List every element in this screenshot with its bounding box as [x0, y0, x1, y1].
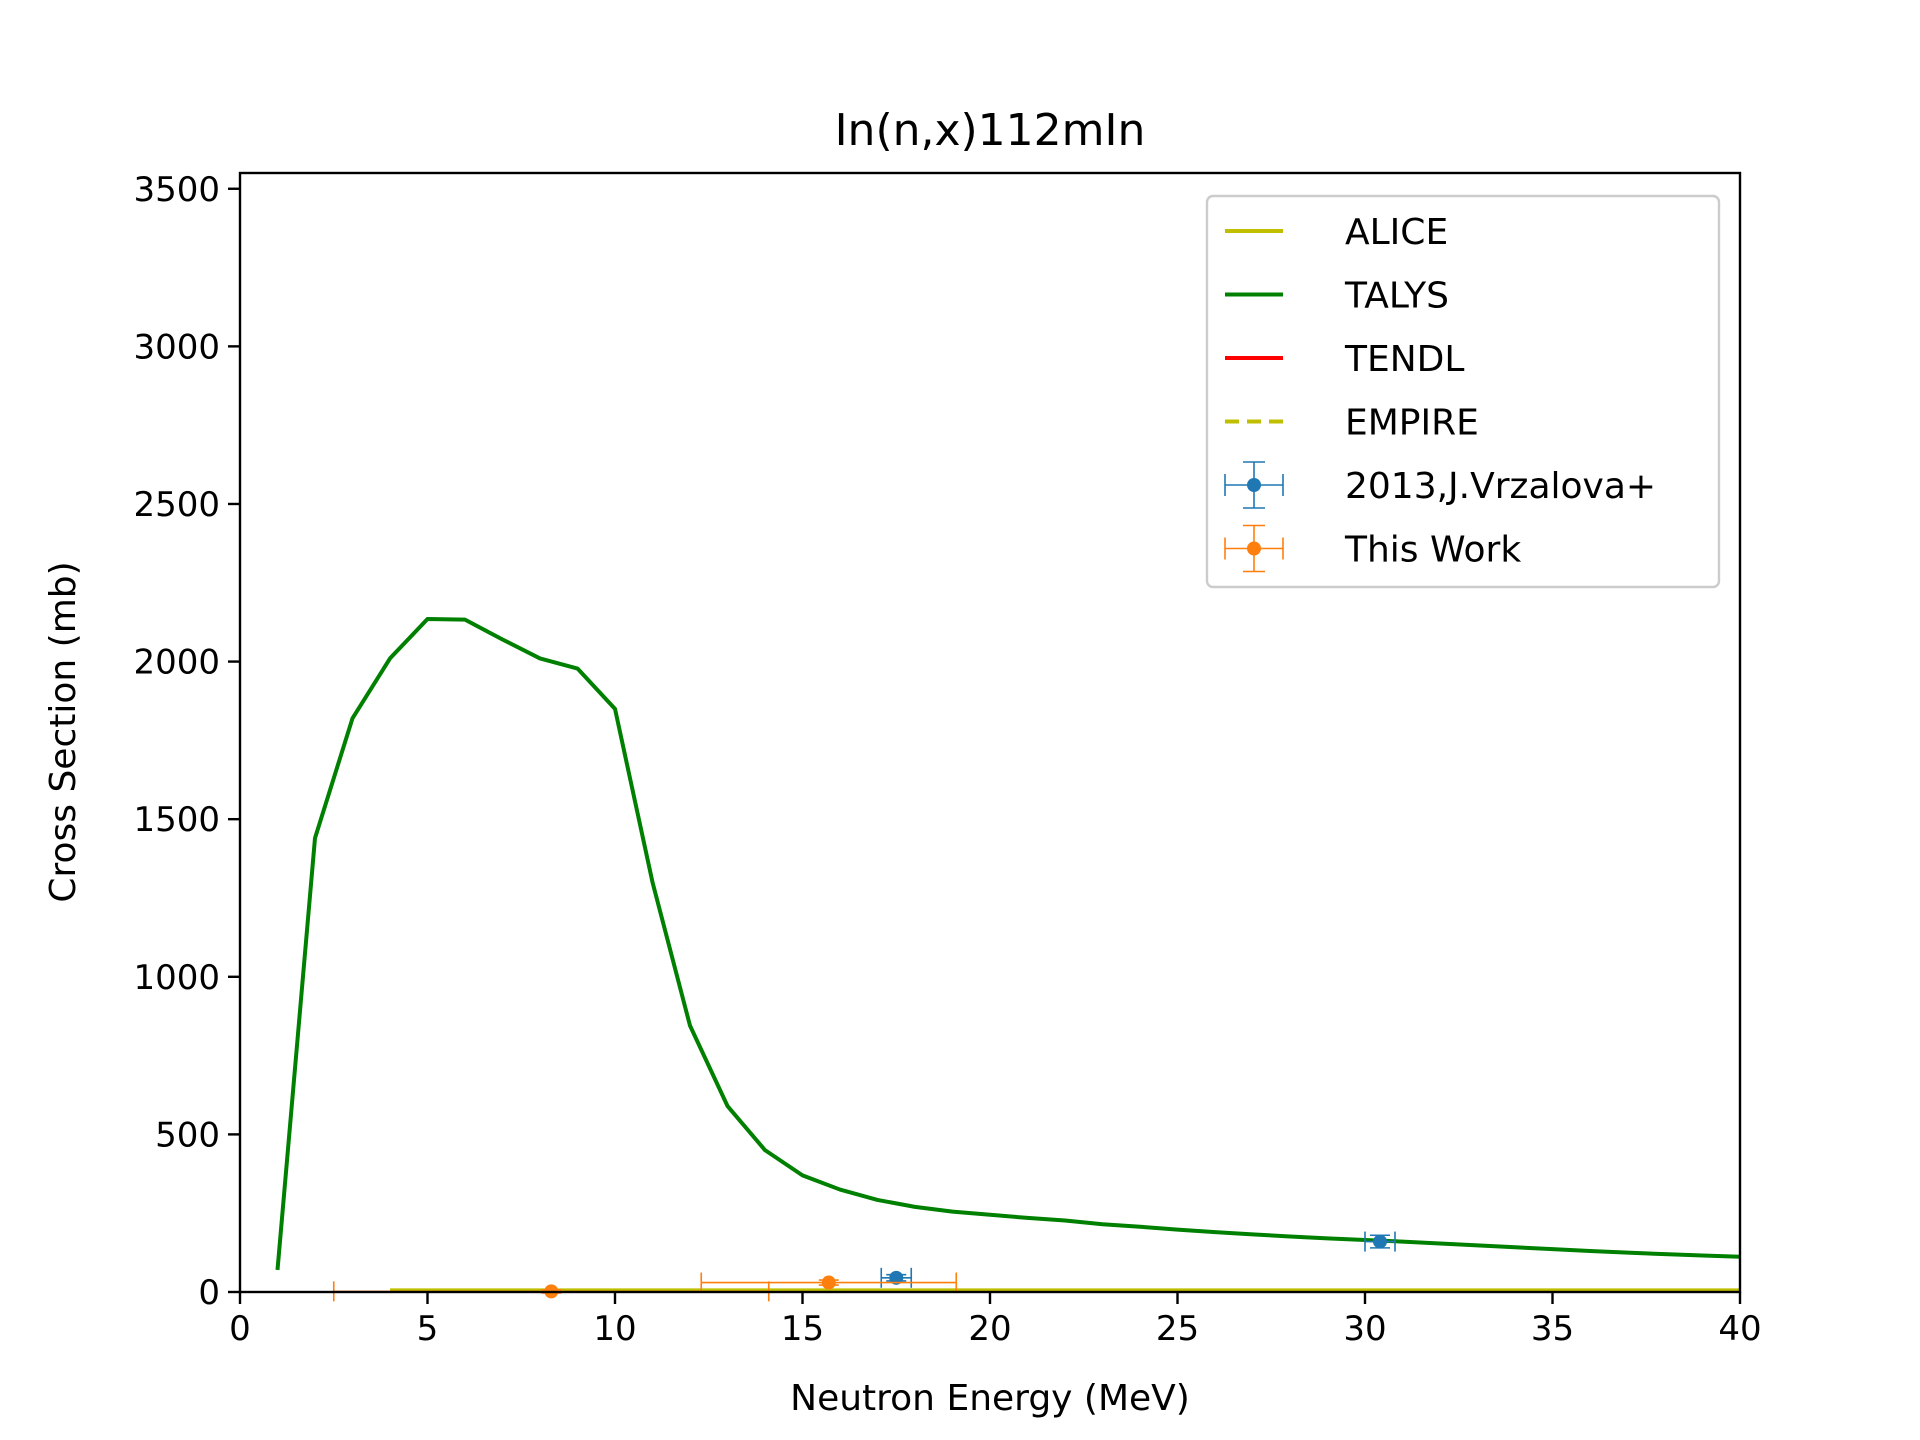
- x-tick-label: 10: [593, 1309, 636, 1349]
- point-marker: [889, 1270, 904, 1285]
- y-tick-label: 3000: [133, 327, 220, 367]
- point-marker: [821, 1275, 836, 1290]
- legend-entry: 2013,J.Vrzalova+: [1224, 461, 1656, 509]
- point-marker: [1373, 1234, 1387, 1249]
- legend-entry: EMPIRE: [1225, 403, 1479, 444]
- y-axis-label: Cross Section (mb): [43, 561, 84, 902]
- legend-label: EMPIRE: [1345, 403, 1479, 444]
- data-point: [700, 1272, 958, 1293]
- x-axis-label: Neutron Energy (MeV): [790, 1378, 1190, 1419]
- y-tick-label: 2500: [133, 485, 220, 525]
- legend-marker: [1247, 541, 1261, 556]
- x-tick-label: 30: [1343, 1309, 1386, 1349]
- x-tick-label: 40: [1718, 1309, 1761, 1349]
- legend-label: ALICE: [1345, 212, 1448, 253]
- legend-entry: This Work: [1224, 524, 1521, 573]
- legend-entry: TENDL: [1225, 339, 1464, 380]
- legend-marker: [1247, 478, 1261, 492]
- y-tick-label: 1000: [133, 958, 220, 998]
- x-tick-label: 0: [229, 1309, 251, 1349]
- series-layer: [275, 617, 1740, 1292]
- y-tick-label: 1500: [133, 800, 220, 840]
- legend-label: TENDL: [1344, 339, 1464, 380]
- legend: ALICE TALYS TENDL EMPIRE 2013,J.Vrzalova+ Thi…: [1205, 194, 1721, 589]
- x-tick-label: 20: [968, 1309, 1011, 1349]
- data-point: [880, 1267, 913, 1288]
- series-line-talys: [275, 617, 1740, 1271]
- y-tick-label: 3500: [133, 170, 220, 210]
- x-axis: 0 5 10 15 20 25 30 35 40: [229, 1292, 1762, 1349]
- data-point: [1364, 1231, 1396, 1252]
- y-axis: 0 500 1000 1500 2000 2500 3000 3500: [133, 170, 240, 1313]
- legend-entry: ALICE: [1225, 212, 1448, 253]
- legend-label: TALYS: [1344, 276, 1449, 317]
- x-tick-label: 35: [1531, 1309, 1574, 1349]
- legend-entry: TALYS: [1225, 276, 1449, 317]
- y-tick-label: 0: [198, 1273, 220, 1313]
- x-tick-label: 5: [417, 1309, 439, 1349]
- x-tick-label: 15: [781, 1309, 824, 1349]
- chart-title: In(n,x)112mIn: [835, 105, 1146, 156]
- x-tick-label: 25: [1156, 1309, 1199, 1349]
- y-tick-label: 2000: [133, 643, 220, 683]
- y-tick-label: 500: [155, 1115, 220, 1155]
- legend-label: 2013,J.Vrzalova+: [1345, 466, 1656, 507]
- legend-label: This Work: [1344, 530, 1521, 571]
- legend-box: [1205, 194, 1721, 589]
